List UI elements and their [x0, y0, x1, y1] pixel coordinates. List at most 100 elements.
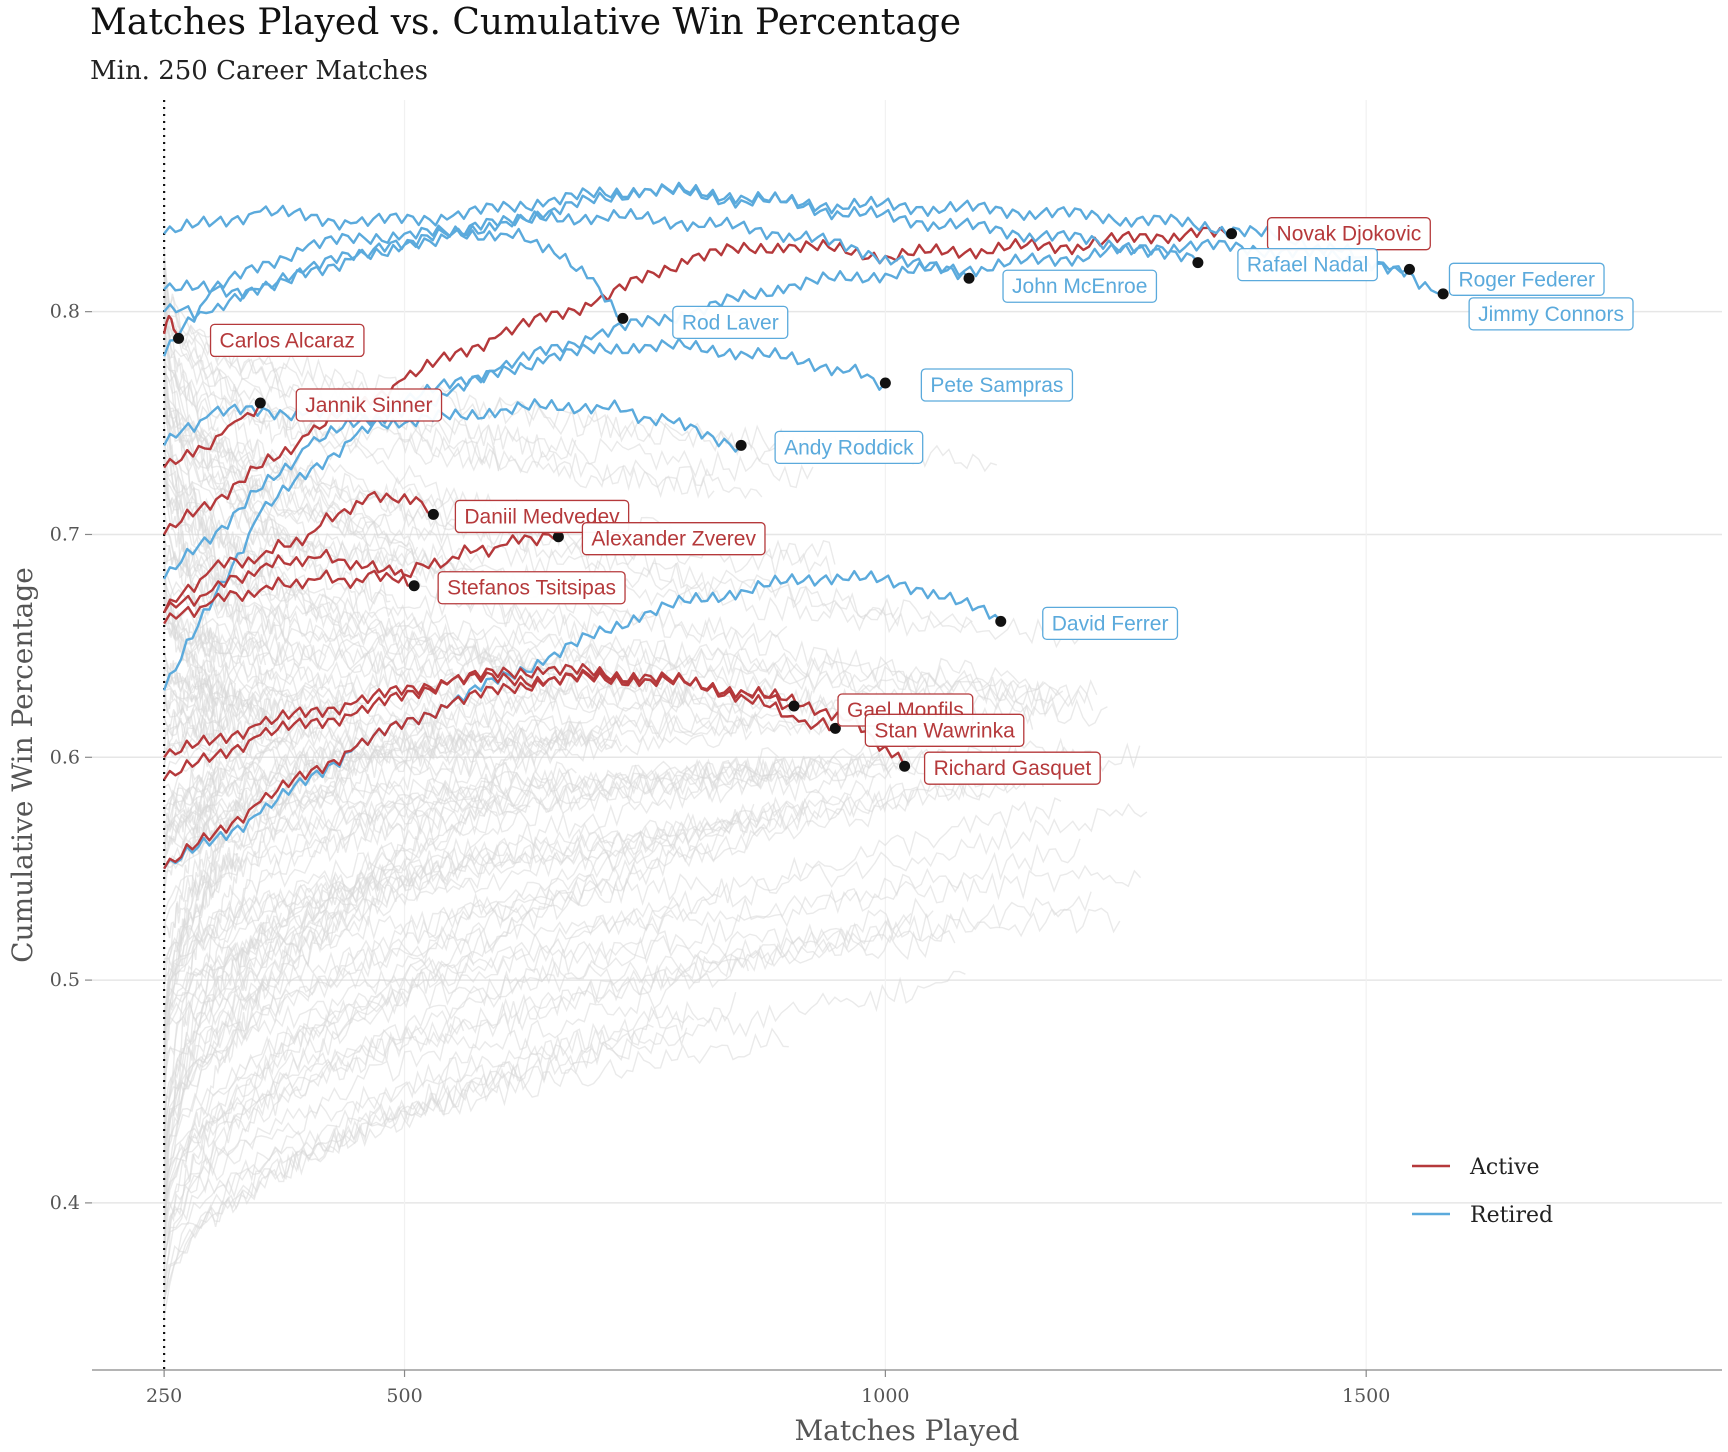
series-label-box [923, 751, 1101, 785]
background-line [163, 907, 1121, 1035]
chart-subtitle: Min. 250 Career Matches [90, 56, 428, 86]
y-tick-label: 0.6 [50, 746, 80, 768]
background-line [163, 407, 461, 697]
background-line [163, 992, 737, 1223]
y-tick-label: 0.8 [50, 301, 80, 323]
end-point [735, 439, 747, 451]
series-line [162, 314, 180, 339]
background-line [163, 804, 531, 1212]
background-line [163, 897, 934, 1259]
background-line [164, 672, 283, 720]
background-line [163, 1024, 654, 1302]
background-line [163, 444, 900, 620]
series-line [163, 398, 742, 453]
series-label-text: Jimmy Connors [1478, 303, 1624, 326]
background-line [163, 689, 217, 718]
background-line [163, 538, 291, 645]
series-label-box [920, 368, 1074, 402]
background-line [163, 1027, 789, 1248]
background-line [163, 852, 239, 1055]
background-line [163, 286, 777, 463]
background-line [163, 378, 216, 580]
background-line [163, 913, 912, 1305]
series-line [163, 402, 262, 469]
series-label-text: Rafael Nadal [1247, 254, 1368, 277]
y-tick-label: 0.7 [50, 523, 80, 545]
legend-label: Retired [1470, 1203, 1553, 1228]
end-point [1437, 288, 1449, 300]
background-line [163, 748, 265, 1205]
series-label-text: Stefanos Tsitsipas [447, 577, 616, 600]
legend-label: Active [1469, 1155, 1540, 1180]
series-label: Roger Federer [1448, 262, 1605, 296]
series-label-box [1002, 269, 1158, 303]
background-line [163, 456, 421, 693]
background-line [163, 383, 1020, 702]
series-label-text: Roger Federer [1458, 268, 1595, 291]
background-line [163, 761, 339, 835]
end-point [427, 508, 439, 520]
series-label-box [581, 522, 766, 556]
end-point [1192, 257, 1204, 269]
background-line [163, 284, 337, 461]
background-line [163, 797, 1062, 1200]
series-label-text: Stan Wawrinka [874, 719, 1015, 742]
background-line [163, 1004, 695, 1318]
series-label: Stan Wawrinka [864, 713, 1025, 747]
background-line [163, 598, 270, 652]
background-line [163, 731, 612, 1015]
background-line [163, 627, 780, 676]
background-line [163, 718, 753, 843]
series-labels: Novak Djokovic Rafael Nadal Roger Federer J… [209, 217, 1634, 785]
y-axis-title: Cumulative Win Percentage [6, 567, 39, 963]
end-point [254, 397, 266, 409]
background-line [163, 402, 498, 538]
background-line [163, 759, 808, 927]
series-line [162, 224, 624, 357]
x-tick-label: 250 [146, 1385, 182, 1407]
series-label-text: Novak Djokovic [1277, 223, 1422, 246]
background-line [163, 1063, 519, 1289]
series-line [163, 532, 559, 625]
series-line [163, 490, 434, 614]
series-line [163, 183, 1444, 295]
end-point [173, 332, 185, 344]
background-line [163, 970, 966, 1257]
series-label-text: Jannik Sinner [305, 394, 432, 417]
end-points [173, 228, 1449, 772]
background-line [163, 864, 1142, 1026]
series-line [163, 570, 1002, 870]
series-label-text: Alexander Zverev [591, 528, 756, 551]
series-label: Jimmy Connors [1468, 297, 1634, 331]
series-label: Jannik Sinner [295, 388, 443, 422]
series-label: Pete Sampras [920, 368, 1074, 402]
background-line [163, 531, 286, 637]
series-label-text: Richard Gasquet [934, 757, 1092, 780]
series-label-text: Daniil Medvedev [464, 505, 620, 528]
background-line [163, 742, 1141, 1154]
series-label: Richard Gasquet [923, 751, 1101, 785]
series-label: Rod Laver [672, 305, 789, 340]
background-line [163, 345, 222, 684]
background-line [163, 769, 876, 866]
background-line [163, 727, 618, 767]
series-label: Andy Roddick [774, 430, 924, 465]
series-label-text: Carlos Alcaraz [220, 329, 355, 352]
y-tick-label: 0.5 [50, 969, 80, 991]
background-line [163, 948, 749, 1185]
background-line [163, 724, 576, 830]
background-line [163, 748, 940, 867]
end-point [963, 272, 975, 284]
series-line [163, 663, 906, 781]
end-point [829, 722, 841, 734]
series-line [163, 208, 970, 320]
end-point [1226, 228, 1238, 240]
series-label-text: Andy Roddick [784, 436, 914, 459]
background-line [163, 750, 488, 869]
end-point [995, 615, 1007, 627]
series-label-box [437, 571, 626, 605]
background-line [163, 700, 512, 732]
background-line [163, 360, 715, 499]
background-line [163, 707, 439, 766]
background-line [163, 1015, 465, 1246]
